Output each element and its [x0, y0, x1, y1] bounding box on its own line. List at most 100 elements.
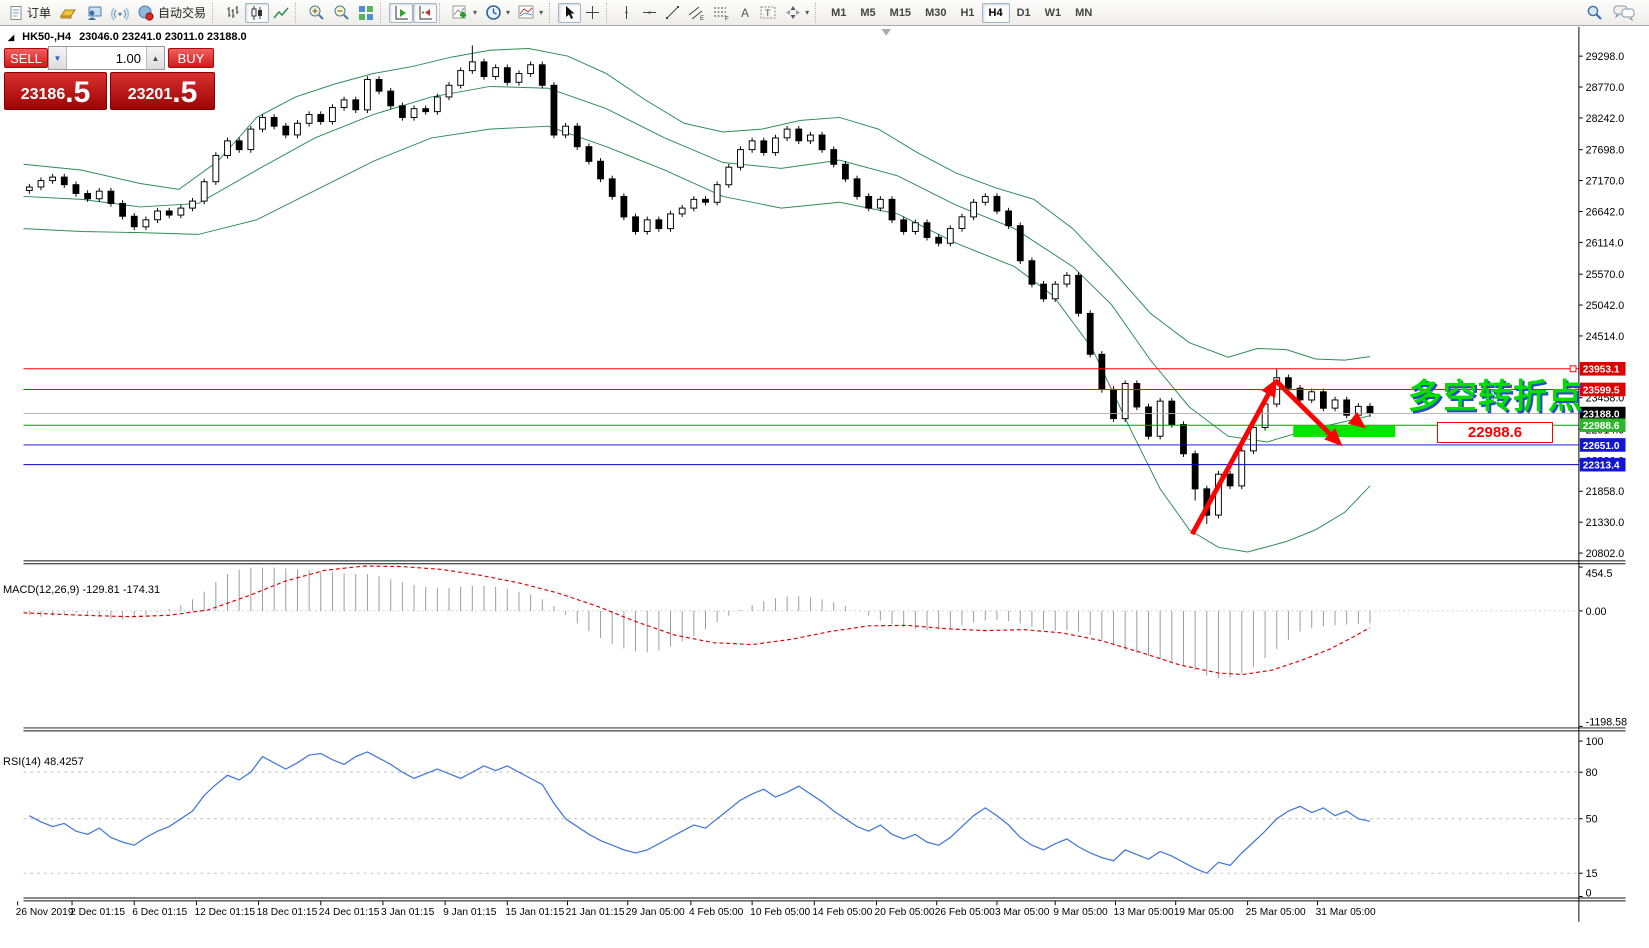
price-badge-label: 23953.1: [1583, 365, 1620, 376]
candle-body: [189, 200, 196, 209]
candle-body: [1191, 453, 1199, 490]
date-label: 26 Feb 05:00: [935, 907, 995, 918]
timeframe-w1[interactable]: W1: [1044, 6, 1062, 19]
templates-button[interactable]: ▾: [514, 3, 547, 23]
timeframe-m1[interactable]: M1: [831, 6, 847, 19]
bollinger-middle-band: [23, 85, 1371, 443]
auto-scroll-button[interactable]: [413, 2, 438, 23]
periods-button[interactable]: ▾: [481, 3, 514, 23]
trend-arrow-head[interactable]: [1261, 378, 1277, 399]
timeframe-m5[interactable]: M5: [860, 6, 876, 19]
line-chart-mode-button[interactable]: [269, 3, 293, 23]
chart-shift-button[interactable]: [389, 2, 414, 23]
line-handle[interactable]: [1569, 386, 1577, 393]
dropdown-caret-icon: ▾: [805, 8, 810, 17]
line-handle[interactable]: [1569, 365, 1577, 373]
timeframe-h1[interactable]: H1: [960, 6, 975, 19]
zoom-in-button[interactable]: [304, 3, 329, 23]
candle-body: [212, 154, 220, 183]
bar-chart-mode-button[interactable]: [221, 3, 245, 23]
timeframe-d1[interactable]: D1: [1016, 6, 1031, 19]
sell-button-label: SELL: [10, 50, 42, 66]
template-icon: [518, 5, 534, 19]
candle-body: [1319, 391, 1327, 409]
price-badge-label: 23599.5: [1583, 385, 1620, 396]
horizontal-line-tool-button[interactable]: [638, 3, 661, 23]
tile-windows-button[interactable]: [354, 3, 378, 23]
turning-point-annotation[interactable]: 多空转折点: [1408, 378, 1583, 416]
gold-plate-icon: [60, 9, 76, 18]
candle-body: [235, 140, 243, 151]
navigator-button[interactable]: [81, 3, 107, 23]
fibonacci-tool-button[interactable]: F: [709, 3, 734, 23]
main-toolbar: 订单 自动交易 ▾ ▾: [0, 0, 1649, 26]
vertical-line-tool-button[interactable]: [615, 3, 638, 23]
svg-text:T: T: [765, 8, 771, 18]
candle-body: [445, 84, 453, 98]
crosshair-icon: [586, 6, 600, 19]
candle-body: [363, 78, 371, 111]
date-label: 20 Feb 05:00: [875, 907, 935, 918]
candle-body: [1086, 312, 1094, 355]
market-watch-button[interactable]: [55, 3, 81, 23]
date-label: 4 Feb 05:00: [689, 907, 744, 918]
candle-body: [329, 107, 336, 123]
candle-body: [72, 184, 80, 194]
candle-body: [1308, 391, 1316, 401]
highlight-bar[interactable]: [1293, 425, 1396, 437]
trend-arrow-head[interactable]: [1347, 411, 1366, 429]
candle-body: [503, 67, 511, 83]
rsi-tick-label: 80: [1586, 767, 1598, 779]
channel-tool-button[interactable]: E: [684, 3, 709, 23]
search-icon[interactable]: [1586, 4, 1603, 21]
candle-body: [492, 67, 500, 77]
trend-arrow-head[interactable]: [1324, 428, 1343, 447]
timeframe-m30[interactable]: M30: [925, 6, 947, 19]
text-tool-button[interactable]: A: [734, 3, 756, 23]
timeframe-mn[interactable]: MN: [1075, 6, 1093, 19]
signal-button[interactable]: [107, 3, 133, 23]
candle-body: [1285, 377, 1292, 389]
candle-body: [795, 128, 803, 142]
candle-body: [585, 146, 593, 162]
timeframe-h4[interactable]: H4: [981, 2, 1010, 23]
date-label: 19 Mar 05:00: [1174, 907, 1234, 918]
price-badge: [1579, 382, 1626, 397]
new-order-button[interactable]: 订单: [4, 3, 55, 23]
arrows-tool-button[interactable]: ▾: [781, 3, 813, 23]
rsi-tick-label: 15: [1586, 868, 1598, 880]
buy-button[interactable]: BUY: [168, 48, 214, 68]
volume-input[interactable]: 1.00: [115, 50, 141, 66]
macd-tick-label: 454.5: [1586, 568, 1613, 580]
text-label-tool-button[interactable]: T: [756, 3, 781, 23]
price-tick-label: 26114.0: [1586, 237, 1624, 249]
buy-price-display[interactable]: 23201 .5: [110, 72, 215, 110]
candle-body: [1156, 400, 1164, 437]
date-label: 2 Dec 01:15: [70, 907, 125, 918]
sell-button[interactable]: SELL: [4, 48, 48, 68]
chart-canvas[interactable]: 29298.0 28770.0 28242.0 27698.0 27170.0 26642…: [0, 27, 1649, 948]
date-label: 12 Dec 01:15: [194, 907, 255, 918]
bollinger-lower-band: [23, 125, 1371, 553]
sell-price-display[interactable]: 23186 .5: [4, 72, 107, 110]
candle-body: [1133, 383, 1141, 408]
price-callout-box[interactable]: 22988.6: [1437, 422, 1553, 443]
indicators-button[interactable]: ▾: [448, 3, 481, 23]
crosshair-tool-button[interactable]: [581, 3, 604, 23]
volume-up-button[interactable]: ▲: [146, 47, 164, 69]
auto-trading-button[interactable]: 自动交易: [133, 3, 210, 23]
timeframe-m15[interactable]: M15: [889, 6, 912, 19]
zoom-out-button[interactable]: [329, 3, 354, 23]
candle-body: [1051, 283, 1059, 300]
candle-body: [1238, 450, 1246, 487]
candlestick-mode-button[interactable]: [245, 2, 270, 23]
trend-arrow[interactable]: [1190, 388, 1274, 536]
volume-dropdown-button[interactable]: ▼: [49, 47, 67, 69]
one-click-trading-panel: SELL ▼ 1.00 ▲ BUY 23186 .5 23201 .5: [2, 44, 216, 110]
trend-arrow[interactable]: [1274, 378, 1336, 440]
candle-body: [713, 184, 721, 203]
candle-body: [1343, 399, 1351, 416]
trendline-tool-button[interactable]: [661, 3, 684, 23]
cursor-tool-button[interactable]: [558, 2, 582, 23]
chat-icon[interactable]: [1613, 4, 1635, 21]
